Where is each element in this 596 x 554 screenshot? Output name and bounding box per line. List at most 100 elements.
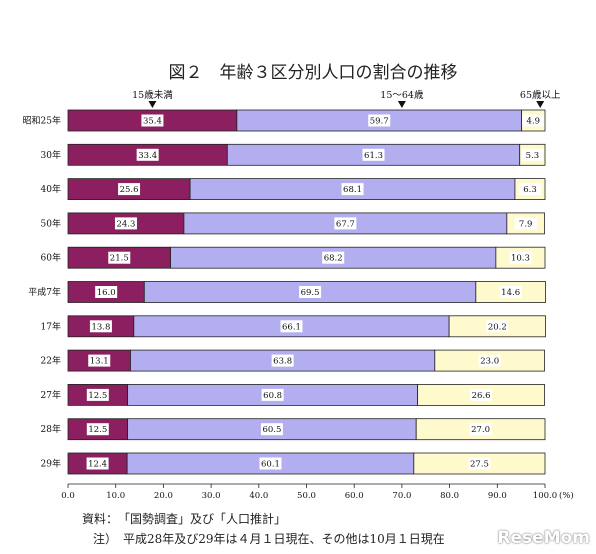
value-label: 66.1 [282,322,301,332]
category-label: 昭和25年 [23,115,61,127]
x-tick-label: 20.0 [154,491,173,501]
value-label-box [86,388,109,401]
value-label: 60.8 [263,391,282,401]
value-label-box [518,183,541,196]
value-label-box [368,114,391,127]
value-label-box [522,114,545,127]
resemom-logo: ReseMom [497,528,590,548]
value-label: 13.1 [90,357,109,367]
value-label-box [341,183,364,196]
value-label: 24.3 [116,219,135,229]
value-label: 63.8 [273,357,292,367]
value-label-box [469,423,492,436]
x-tick-label: 0.0 [61,491,75,501]
value-label-box [478,354,501,367]
value-label-box [88,354,111,367]
value-label-box [486,320,509,333]
value-label: 13.8 [91,322,110,332]
x-unit-label: (%) [559,490,574,501]
category-label: 22年 [41,355,61,367]
value-label-box [362,148,385,161]
value-label: 20.2 [488,322,507,332]
value-label-box [259,457,282,470]
value-label-box [261,388,284,401]
value-label: 35.4 [143,117,162,127]
category-label: 17年 [41,320,61,332]
x-tick-label: 90.0 [488,491,507,501]
x-tick-label: 100.0 [533,491,557,501]
series-marker-2 [536,101,545,108]
value-label-box [521,148,544,161]
value-label: 4.9 [527,117,541,127]
value-label-box [509,251,532,264]
value-label: 16.0 [97,288,116,298]
value-label: 10.3 [511,254,530,264]
series-label-2: 65歳以上 [520,89,561,101]
series-labels: 15歳未満 15～64歳 65歳以上 [132,89,561,108]
value-label-box [114,217,137,230]
value-label: 61.3 [364,151,383,161]
x-axis: 0.0 10.0 20.0 30.0 40.0 50.0 60.0 70.0 80.0 90.0 1… [61,483,574,501]
category-label: 平成7年 [28,286,61,298]
value-label: 59.7 [370,117,389,127]
value-label-box [499,286,522,298]
value-label: 12.4 [88,460,107,470]
value-label-box [95,286,118,298]
value-label: 7.9 [519,219,533,229]
value-label: 21.5 [110,254,129,264]
x-tick-label: 70.0 [392,491,411,501]
series-label-0: 15歳未満 [132,89,173,101]
source-note: 資料： 「国勢調査」及び「人口推計」 [82,512,287,526]
value-label-box [260,423,283,436]
x-tick-label: 30.0 [202,491,221,501]
value-label: 69.5 [301,288,320,298]
value-label-box [86,457,109,470]
series-marker-0 [148,101,157,108]
value-label: 23.0 [480,357,499,367]
value-label: 27.5 [470,460,489,470]
value-label-box [514,217,537,230]
value-label: 67.7 [336,219,355,229]
value-label-box [299,286,322,298]
value-label-box [334,217,357,230]
value-label: 60.5 [262,425,281,435]
value-label: 12.5 [88,425,107,435]
value-label: 25.6 [120,185,139,195]
footnote: 注） 平成28年及び29年は４月１日現在、その他は10月１日現在 [93,532,445,546]
x-tick-label: 10.0 [106,491,125,501]
series-marker-1 [397,101,406,108]
value-label-box [468,457,491,470]
category-label: 29年 [41,458,61,470]
value-label: 12.5 [88,391,107,401]
value-label-box [322,251,345,264]
series-label-1: 15～64歳 [380,89,424,101]
category-label: 30年 [41,149,61,161]
value-label-box [470,388,493,401]
category-label: 50年 [41,217,61,229]
value-label-box [271,354,294,367]
x-tick-label: 60.0 [345,491,364,501]
value-label: 5.3 [526,151,540,161]
value-label: 68.1 [343,185,362,195]
value-label: 68.2 [324,254,343,264]
x-tick-label: 80.0 [440,491,459,501]
value-label-box [89,320,112,333]
category-label: 40年 [41,183,61,195]
x-tick-label: 50.0 [297,491,316,501]
category-label: 60年 [41,252,61,264]
value-label-box [141,114,164,127]
bars: 昭和25年 35.4 59.7 4.9 30年 33.4 61.3 5.3 40年 25.6 68.… [23,109,546,475]
value-label: 6.3 [523,185,537,195]
chart-title: 図２ 年齢３区分別人口の割合の推移 [169,63,458,83]
category-label: 28年 [41,423,61,435]
category-label: 27年 [41,389,61,401]
value-label: 60.1 [261,460,280,470]
value-label-box [118,183,141,196]
value-label-box [280,320,303,333]
value-label: 33.4 [138,151,157,161]
value-label: 27.0 [471,425,490,435]
value-label: 26.6 [472,391,491,401]
x-tick-label: 40.0 [249,491,268,501]
value-label-box [136,148,159,161]
